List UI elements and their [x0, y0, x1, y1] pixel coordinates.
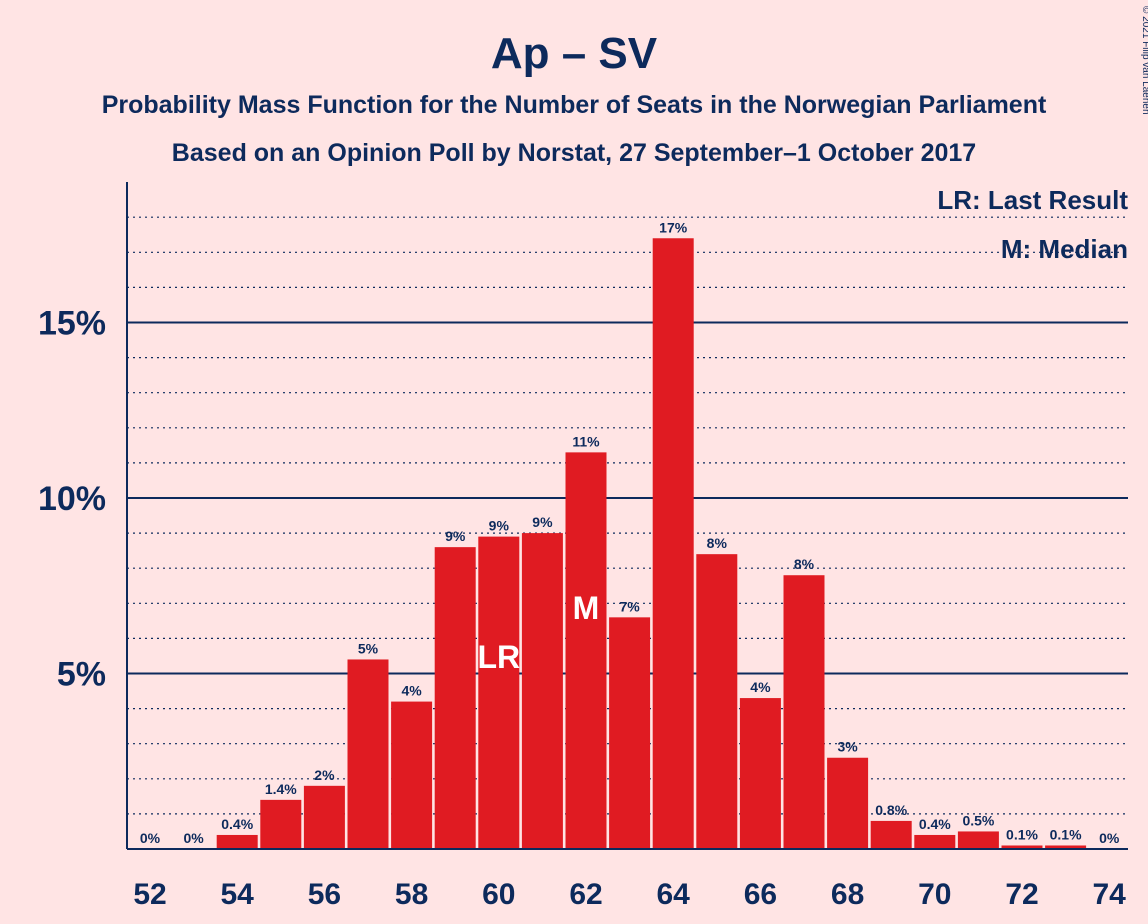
bar — [216, 834, 258, 849]
y-tick-label: 10% — [38, 480, 106, 518]
bar — [652, 238, 694, 849]
bar — [391, 701, 433, 849]
bar-value-label: 3% — [837, 739, 858, 755]
bar — [609, 617, 651, 849]
bar-value-label: 0% — [140, 830, 161, 846]
bar-value-label: 0% — [183, 830, 204, 846]
bar-value-label: 9% — [445, 528, 466, 544]
x-tick-label: 54 — [221, 878, 255, 911]
bar — [303, 785, 345, 849]
bar-value-label: 0.1% — [1050, 826, 1082, 842]
bars — [216, 238, 1087, 849]
gridlines — [127, 216, 1128, 815]
bar-value-label: 5% — [358, 640, 379, 656]
bar-value-label: 0.5% — [962, 812, 994, 828]
bar — [870, 820, 912, 849]
x-tick-label: 72 — [1005, 878, 1038, 911]
copyright-notice: © 2021 Filip van Laenen — [1140, 6, 1148, 115]
bar-value-label: 8% — [707, 535, 728, 551]
x-tick-label: 62 — [569, 878, 602, 911]
bar-value-label: 0.8% — [875, 802, 907, 818]
bar-markers: LR M — [477, 590, 599, 675]
y-axis-ticks: 5% 10% 15% — [38, 305, 106, 694]
x-tick-label: 56 — [308, 878, 341, 911]
bar — [478, 536, 520, 849]
x-tick-label: 66 — [744, 878, 777, 911]
bar — [783, 575, 825, 849]
bar-value-label: 0.4% — [919, 816, 951, 832]
x-tick-label: 68 — [831, 878, 864, 911]
bar-value-label: 7% — [619, 598, 640, 614]
bar — [957, 831, 999, 849]
y-tick-label: 5% — [57, 656, 106, 694]
bar-value-label: 9% — [489, 518, 510, 534]
bar-value-label: 0.4% — [221, 816, 253, 832]
x-tick-label: 64 — [657, 878, 691, 911]
data-labels: 0% 0% 0.4% 1.4% 2% 5% 4% 9% 9% 9% 11% 7% 17% 8% 4% 8% 3%… — [140, 219, 1120, 846]
y-tick-label: 15% — [38, 305, 106, 343]
bar — [827, 757, 869, 849]
bar — [914, 834, 956, 849]
bar — [565, 452, 607, 849]
chart-subtitle-line-2: Based on an Opinion Poll by Norstat, 27 … — [172, 139, 976, 167]
bar-value-label: 0% — [1099, 830, 1120, 846]
x-axis-ticks: 52 54 56 58 60 62 64 66 68 70 72 74 — [133, 878, 1126, 911]
bar-value-label: 8% — [794, 556, 815, 572]
bar — [347, 659, 389, 849]
bar — [260, 799, 302, 849]
chart-title: Ap – SV — [491, 29, 658, 78]
bar-value-label: 4% — [401, 683, 422, 699]
bar — [1001, 845, 1043, 849]
bar-value-label: 0.1% — [1006, 826, 1038, 842]
bar — [696, 554, 738, 849]
bar-value-label: 2% — [314, 767, 335, 783]
bar-value-label: 17% — [659, 219, 688, 235]
bar-value-label: 11% — [572, 433, 600, 449]
legend-median: M: Median — [1001, 234, 1128, 264]
bar — [521, 533, 563, 849]
bar — [434, 547, 476, 849]
last-result-marker: LR — [477, 639, 520, 675]
bar-value-label: 9% — [532, 514, 553, 530]
x-tick-label: 52 — [133, 878, 166, 911]
x-tick-label: 74 — [1093, 878, 1127, 911]
x-tick-label: 70 — [918, 878, 951, 911]
x-tick-label: 60 — [482, 878, 515, 911]
bar-value-label: 4% — [750, 679, 771, 695]
median-marker: M — [573, 590, 600, 626]
bar — [1045, 845, 1087, 849]
chart-subtitle-line-1: Probability Mass Function for the Number… — [102, 91, 1047, 119]
bar-value-label: 1.4% — [265, 781, 297, 797]
x-tick-label: 58 — [395, 878, 428, 911]
bar — [739, 698, 781, 849]
legend-last-result: LR: Last Result — [937, 185, 1128, 215]
